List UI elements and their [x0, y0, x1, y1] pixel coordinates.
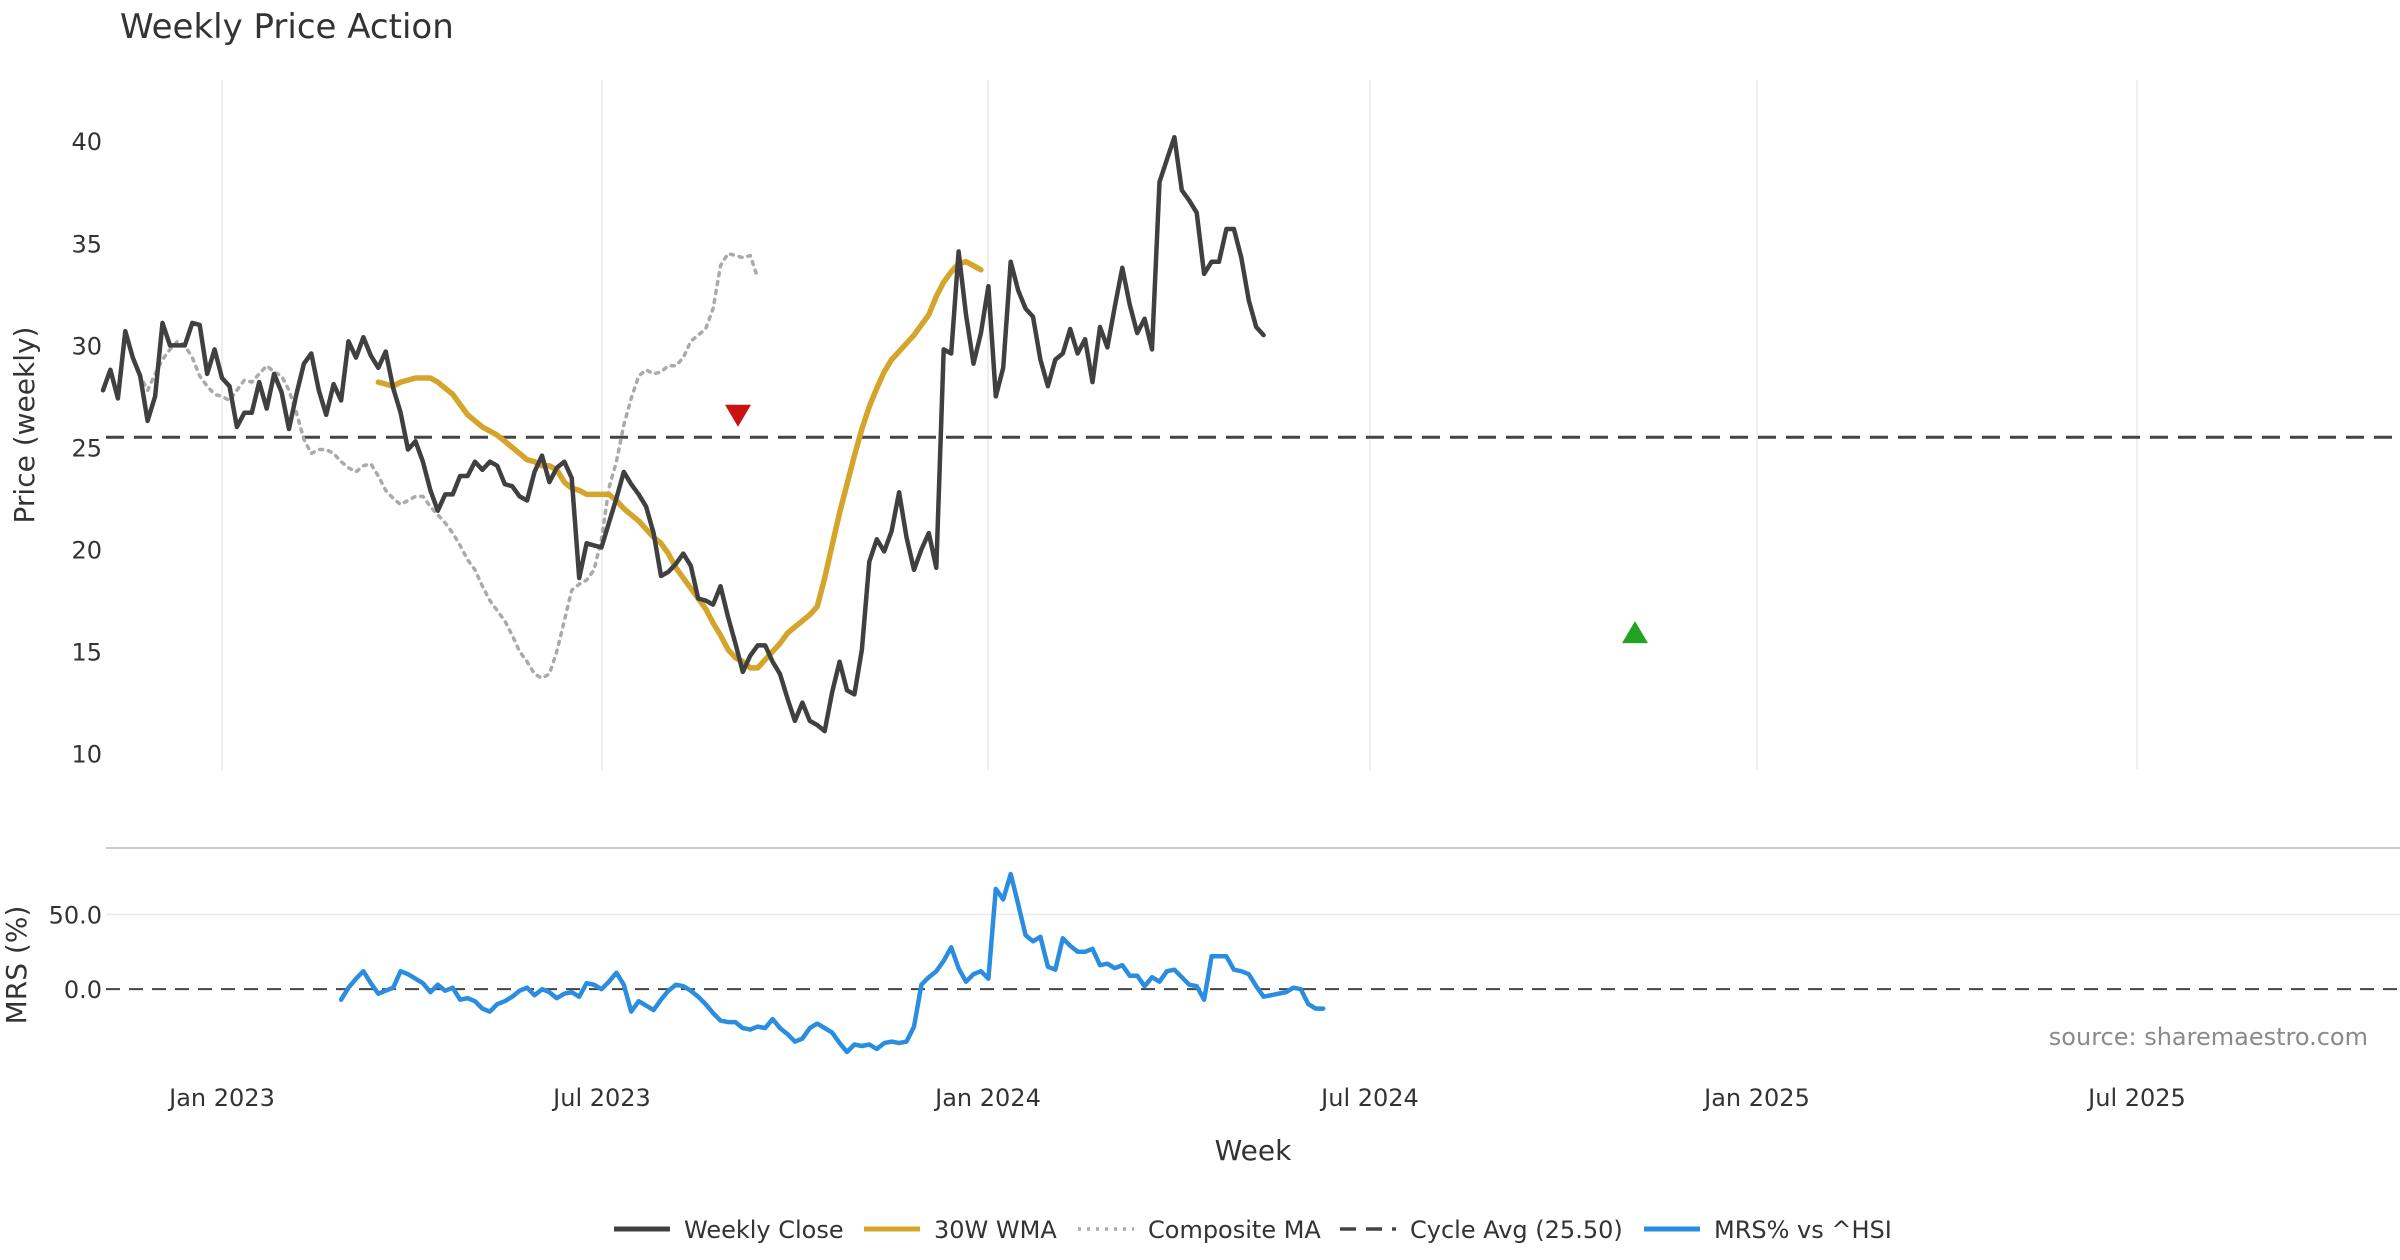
price-y-tick-label: 10 [71, 741, 102, 769]
x-tick-label: Jul 2025 [2086, 1084, 2186, 1112]
x-tick-label: Jan 2024 [933, 1084, 1041, 1112]
price-y-tick-label: 15 [71, 639, 102, 667]
weekly-close-line [100, 134, 1266, 734]
mrs-y-tick-label: 50.0 [49, 901, 102, 929]
mrs-y-ticks: 0.0 50.0 [49, 901, 2400, 1004]
x-tick-label: Jul 2024 [1319, 1084, 1419, 1112]
legend-label: Weekly Close [684, 1216, 844, 1244]
price-y-tick-label: 25 [71, 434, 102, 462]
buy-signal-marker [1622, 621, 1648, 644]
wma-30w-line [375, 258, 984, 671]
legend-label: Composite MA [1148, 1216, 1321, 1244]
legend-label: MRS% vs ^HSI [1714, 1216, 1892, 1244]
chart-title: Weekly Price Action [120, 7, 454, 47]
price-y-tick-label: 20 [71, 536, 102, 564]
mrs-y-tick-label: 0.0 [64, 976, 102, 1004]
mrs-y-label: MRS (%) [0, 906, 33, 1025]
mrs-line [338, 871, 1326, 1055]
legend-label: 30W WMA [934, 1216, 1057, 1244]
price-y-ticks: 10 15 20 25 30 35 40 [71, 128, 102, 768]
price-y-tick-label: 40 [71, 128, 102, 156]
x-axis-label: Week [1215, 1134, 1292, 1167]
x-tick-label: Jan 2025 [1702, 1084, 1810, 1112]
sell-signal-marker [725, 404, 751, 427]
vertical-gridlines [221, 80, 2138, 770]
x-tick-label: Jul 2023 [551, 1084, 651, 1112]
legend: Weekly Close 30W WMA Composite MA Cycle Avg… [614, 1216, 1892, 1244]
x-tick-label: Jan 2023 [167, 1084, 275, 1112]
legend-label: Cycle Avg (25.50) [1410, 1216, 1623, 1244]
price-y-tick-label: 35 [71, 230, 102, 258]
price-y-tick-label: 30 [71, 332, 102, 360]
series-layer [100, 134, 2400, 1055]
x-ticks: Jan 2023 Jul 2023 Jan 2024 Jul 2024 Jan 2025… [167, 1084, 2186, 1112]
source-text: source: sharemaestro.com [2049, 1023, 2368, 1051]
composite-ma-line [131, 251, 760, 680]
price-y-label: Price (weekly) [8, 327, 41, 524]
